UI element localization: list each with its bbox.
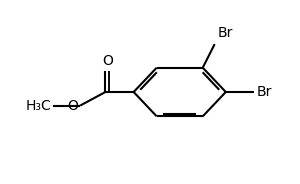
Text: O: O bbox=[102, 54, 112, 68]
Text: O: O bbox=[67, 100, 78, 114]
Text: H₃C: H₃C bbox=[25, 99, 51, 113]
Text: Br: Br bbox=[256, 85, 272, 99]
Text: Br: Br bbox=[218, 26, 233, 40]
